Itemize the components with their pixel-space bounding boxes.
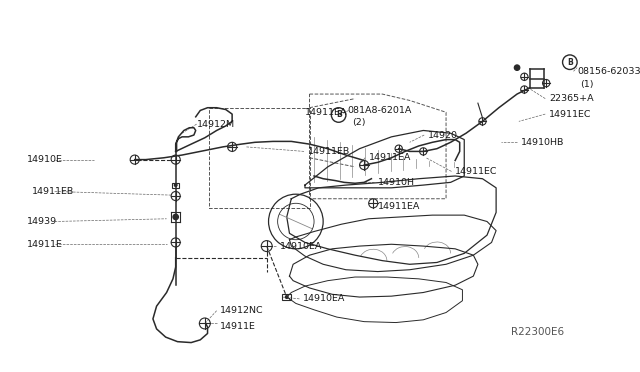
Text: (2): (2) (352, 118, 366, 127)
Text: 14911EB: 14911EB (308, 147, 350, 156)
Text: 14939: 14939 (28, 217, 58, 226)
Text: 14911EC: 14911EC (455, 167, 498, 176)
Bar (282, 294, 291, 300)
Circle shape (173, 214, 179, 220)
Text: 14910E: 14910E (28, 155, 63, 164)
Text: 14911EB: 14911EB (32, 187, 74, 196)
Text: 14910EA: 14910EA (303, 294, 346, 304)
Circle shape (515, 65, 520, 70)
Text: (1): (1) (580, 80, 593, 89)
Circle shape (285, 296, 288, 298)
Text: 14911EA: 14911EA (305, 108, 348, 117)
Text: 08156-62033: 08156-62033 (577, 67, 640, 76)
Text: B: B (336, 110, 342, 119)
Text: 14911EC: 14911EC (549, 110, 591, 119)
Text: 14911EA: 14911EA (369, 153, 411, 162)
Text: R22300E6: R22300E6 (511, 327, 564, 337)
Text: 14911E: 14911E (28, 240, 63, 249)
Text: 081A8-6201A: 081A8-6201A (348, 106, 412, 115)
Text: 22365+A: 22365+A (549, 94, 593, 103)
Text: 14920: 14920 (428, 131, 458, 140)
Text: 14910EA: 14910EA (280, 241, 322, 251)
Text: 14912M: 14912M (196, 120, 235, 129)
Text: 14910H: 14910H (378, 178, 415, 187)
Circle shape (174, 184, 177, 186)
Text: B: B (567, 58, 573, 67)
Text: 14911EA: 14911EA (378, 202, 420, 211)
Text: 14911E: 14911E (220, 322, 256, 331)
Bar (172, 183, 179, 187)
Text: 14912NC: 14912NC (220, 306, 264, 315)
Text: 14910HB: 14910HB (521, 138, 564, 147)
